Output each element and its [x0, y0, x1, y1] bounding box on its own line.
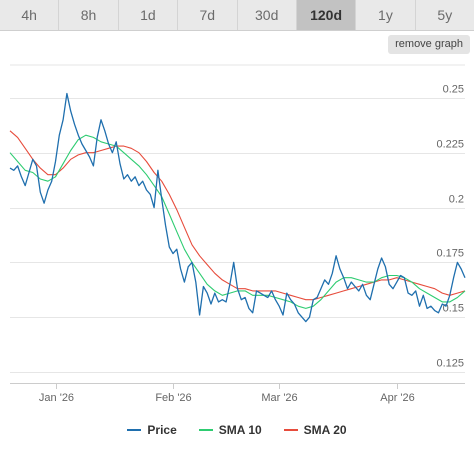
legend-item-price[interactable]: Price [127, 423, 177, 437]
series-line-sma20 [9, 130, 466, 301]
legend-swatch-sma10 [198, 429, 213, 431]
x-axis-ticks: Jan '26 Feb '26 Mar '26 Apr '26 [39, 383, 415, 404]
series-lines [9, 92, 466, 323]
y-tick-label: 0.175 [436, 248, 464, 260]
legend-item-sma20[interactable]: SMA 20 [283, 423, 347, 437]
tab-7d[interactable]: 7d [178, 0, 238, 30]
tab-5y[interactable]: 5y [437, 7, 453, 23]
tab-1y[interactable]: 1y [356, 0, 416, 30]
series-line-price [9, 92, 466, 323]
y-tick-label: 0.15 [443, 303, 464, 315]
tab-120d[interactable]: 120d [296, 0, 357, 30]
remove-graph-button[interactable]: remove graph [388, 35, 470, 54]
tab-8h[interactable]: 8h [59, 0, 119, 30]
legend-swatch-sma20 [283, 429, 298, 431]
chart-legend: Price SMA 10 SMA 20 [0, 420, 474, 440]
timeframe-tabs: 4h 8h 1d 7d 30d 120d 1y 5y [0, 0, 474, 31]
legend-label-sma20: SMA 20 [303, 423, 347, 437]
series-line-sma10 [9, 134, 466, 309]
y-tick-label: 0.2 [449, 194, 464, 206]
y-tick-label: 0.25 [443, 84, 464, 96]
x-tick-label: Apr '26 [380, 392, 415, 404]
x-tick-label: Mar '26 [261, 392, 297, 404]
legend-swatch-price [127, 429, 142, 431]
y-axis-ticks: 0.25 0.225 0.2 0.175 0.15 0.125 [436, 84, 464, 370]
legend-label-sma10: SMA 10 [218, 423, 262, 437]
tab-1d[interactable]: 1d [119, 0, 179, 30]
x-tick-label: Jan '26 [39, 392, 74, 404]
legend-item-sma10[interactable]: SMA 10 [198, 423, 262, 437]
grid-lines [10, 64, 465, 384]
y-tick-label: 0.125 [436, 358, 464, 370]
legend-label-price: Price [147, 423, 177, 437]
tab-4h[interactable]: 4h [0, 0, 60, 30]
x-tick-label: Feb '26 [155, 392, 191, 404]
y-tick-label: 0.225 [436, 139, 464, 151]
tab-30d[interactable]: 30d [238, 0, 297, 30]
